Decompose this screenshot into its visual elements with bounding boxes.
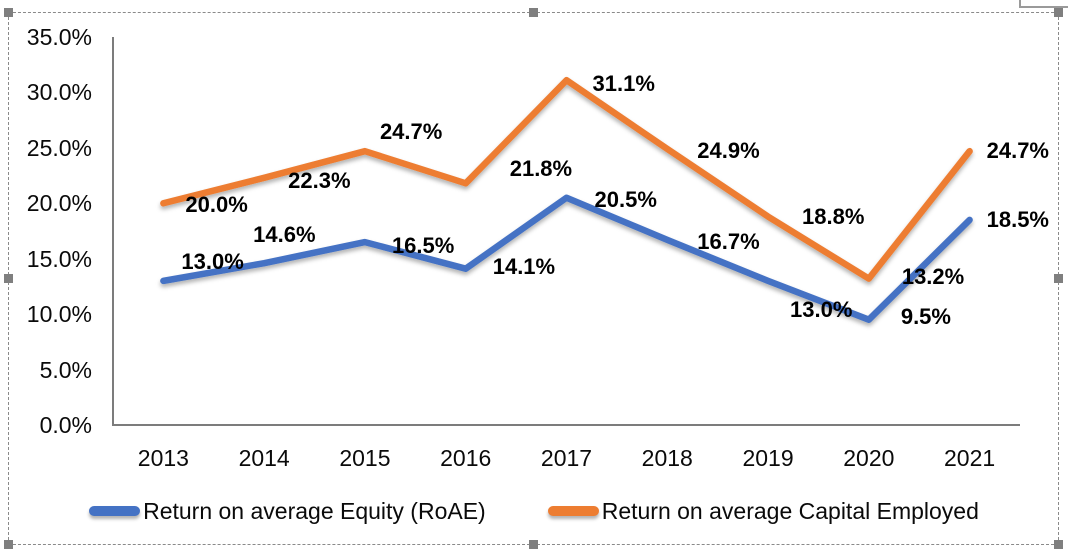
x-tick-2018: 2018 — [641, 445, 693, 471]
data-label-1-2015: 24.7% — [379, 119, 443, 145]
data-label-1-2018: 24.9% — [697, 137, 760, 163]
roce-line-swatch — [547, 506, 599, 516]
data-label-0-2014: 14.6% — [253, 222, 316, 248]
selection-handle-w[interactable] — [4, 273, 13, 283]
data-label-0-2019: 13.0% — [790, 296, 853, 322]
data-label-0-2016: 14.1% — [492, 253, 556, 279]
series-line-1[interactable] — [160, 76, 973, 282]
legend-item-roae[interactable]: Return on average Equity (RoAE) — [89, 497, 486, 525]
x-tick-2016: 2016 — [440, 445, 492, 471]
data-label-1-2016: 21.8% — [509, 156, 573, 182]
selection-handle-s[interactable] — [528, 540, 538, 549]
frame-corner-horizontal-line — [1019, 6, 1068, 8]
data-label-0-2020: 9.5% — [900, 303, 951, 329]
y-tick-10.0%: 10.0% — [26, 301, 92, 328]
x-tick-2015: 2015 — [339, 445, 391, 471]
y-tick-15.0%: 15.0% — [26, 245, 92, 272]
frame-corner-vertical-line — [1019, 0, 1021, 8]
selection-handle-n[interactable] — [528, 8, 538, 17]
legend-item-roce[interactable]: Return on average Capital Employed — [547, 497, 979, 525]
data-label-1-2019: 18.8% — [802, 203, 865, 229]
roae-line-swatch — [89, 506, 141, 516]
series-line-0[interactable] — [160, 194, 973, 323]
x-tick-2014: 2014 — [238, 445, 290, 471]
data-label-1-2013: 20.0% — [185, 192, 248, 218]
data-label-1-2014: 22.3% — [288, 167, 351, 193]
legend-label-roce: Return on average Capital Employed — [601, 498, 979, 524]
legend-label-roae: Return on average Equity (RoAE) — [143, 498, 486, 524]
data-label-0-2017: 20.5% — [594, 186, 657, 212]
selection-handle-sw[interactable] — [4, 540, 13, 549]
data-label-1-2020: 13.2% — [901, 263, 965, 289]
data-label-1-2017: 31.1% — [592, 71, 655, 97]
y-tick-30.0%: 30.0% — [26, 79, 92, 106]
data-label-0-2021: 18.5% — [986, 206, 1049, 232]
x-tick-2021: 2021 — [944, 445, 996, 471]
y-tick-5.0%: 5.0% — [39, 356, 92, 383]
x-tick-2017: 2017 — [540, 445, 593, 471]
data-label-0-2015: 16.5% — [391, 233, 455, 259]
y-tick-0.0%: 0.0% — [39, 412, 92, 438]
x-tick-2013: 2013 — [137, 445, 189, 471]
y-tick-25.0%: 25.0% — [26, 134, 92, 161]
selection-handle-e[interactable] — [1054, 273, 1063, 283]
y-tick-20.0%: 20.0% — [26, 190, 92, 217]
selection-handle-ne[interactable] — [1054, 8, 1063, 17]
selection-handle-se[interactable] — [1054, 540, 1063, 549]
chart-legend: Return on average Equity (RoAE) Return o… — [0, 497, 1068, 525]
x-tick-2019: 2019 — [742, 445, 794, 471]
axis-lines — [112, 37, 1020, 426]
x-tick-2020: 2020 — [843, 445, 895, 471]
selection-handle-nw[interactable] — [4, 8, 13, 17]
data-label-0-2018: 16.7% — [697, 228, 760, 254]
y-tick-35.0%: 35.0% — [26, 24, 92, 50]
data-label-0-2013: 13.0% — [181, 248, 244, 274]
data-label-1-2021: 24.7% — [986, 138, 1049, 164]
